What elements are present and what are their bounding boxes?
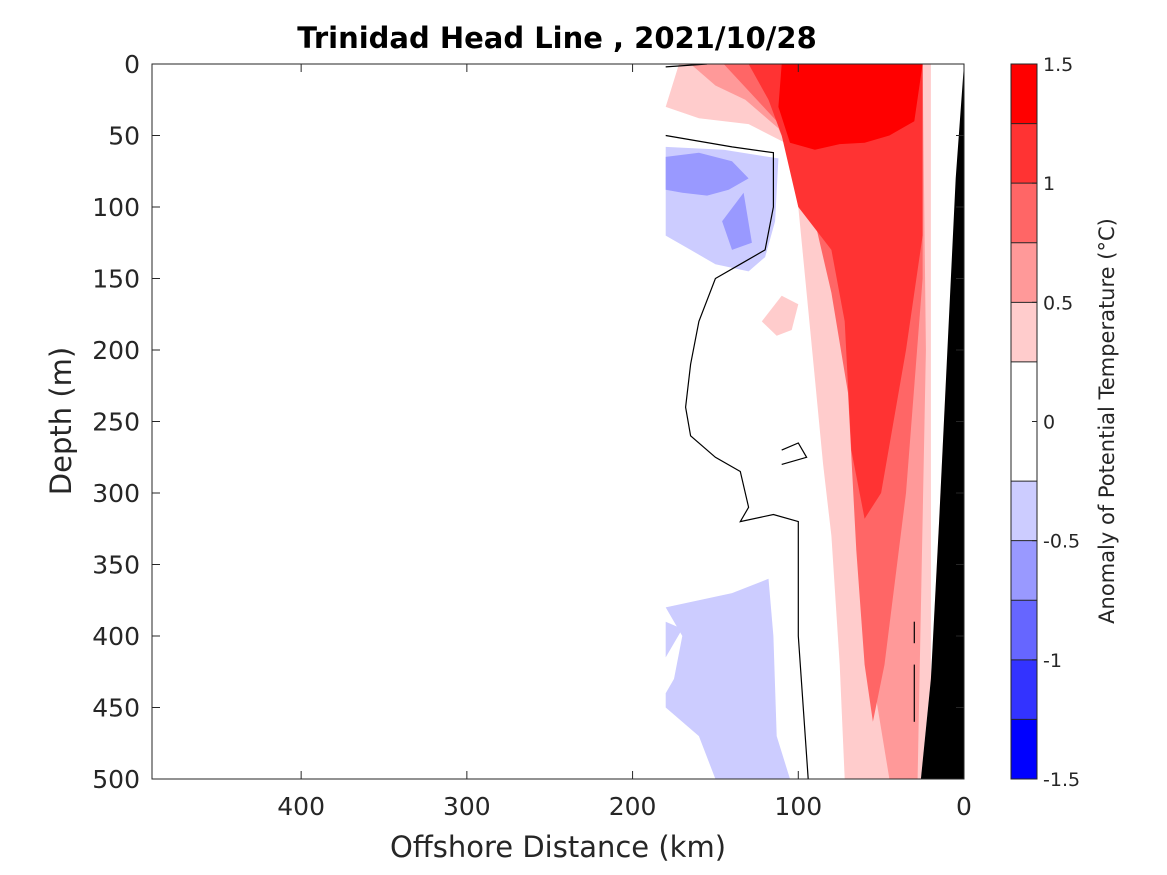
y-tick-label: 500 (92, 765, 140, 794)
colorbar-swatch (1011, 719, 1037, 779)
colorbar-swatch (1011, 242, 1037, 303)
x-tick-label: 0 (956, 792, 972, 821)
y-tick-label: 300 (92, 479, 140, 508)
y-axis-ticks: 0 50 100 150 200 250 300 350 400 450 500 (92, 50, 964, 794)
x-tick-label: 100 (774, 792, 822, 821)
y-tick-label: 100 (92, 193, 140, 222)
y-tick-label: 0 (124, 50, 140, 79)
x-tick-label: 300 (443, 792, 491, 821)
contour-region-warm-anomaly-1.0 (748, 64, 923, 519)
contour-fills (665, 64, 964, 779)
y-tick-label: 350 (92, 551, 140, 580)
colorbar-swatch (1011, 659, 1037, 720)
colorbar-swatch (1011, 123, 1037, 184)
y-axis-label: Depth (m) (44, 347, 78, 495)
colorbar-tick-label: -0.5 (1043, 531, 1080, 553)
y-tick-label: 50 (108, 122, 140, 151)
contour-region-cold-anomaly-upper-lobe (722, 192, 752, 250)
y-tick-label: 200 (92, 336, 140, 365)
colorbar-swatch (1011, 302, 1037, 362)
colorbar-tick-label: 1 (1043, 173, 1055, 195)
y-tick-label: 400 (92, 622, 140, 651)
y-tick-label: 250 (92, 408, 140, 437)
x-axis-ticks: 400 300 200 100 0 (277, 64, 972, 821)
colorbar-tick-label: 0.5 (1043, 292, 1073, 314)
x-tick-label: 400 (277, 792, 325, 821)
contour-region-cold-anomaly-lower (665, 578, 790, 779)
colorbar-tick-label: 1.5 (1043, 54, 1073, 76)
colorbar-swatch (1011, 600, 1037, 660)
colorbar-label: Anomaly of Potential Temperature (°C) (1095, 218, 1119, 624)
colorbar-tick-label: -1.5 (1043, 769, 1080, 791)
colorbar-tick-label: 0 (1043, 412, 1055, 434)
y-tick-label: 450 (92, 694, 140, 723)
colorbar-swatch (1011, 183, 1037, 243)
zero-contour-main (665, 134, 809, 779)
colorbar-swatch (1011, 64, 1037, 124)
colorbar: 1.5 1 0.5 0 -0.5 -1 -1.5 (1010, 54, 1080, 791)
colorbar-swatch (1011, 540, 1037, 601)
colorbar-tick-label: -1 (1043, 650, 1062, 672)
x-tick-label: 200 (609, 792, 657, 821)
colorbar-swatch (1011, 481, 1037, 541)
plot-frame (151, 63, 965, 780)
chart-title: Trinidad Head Line , 2021/10/28 (297, 21, 817, 55)
y-tick-label: 150 (92, 265, 140, 294)
zero-contour-loop (781, 442, 808, 465)
continental-shelf-bathymetry (920, 64, 964, 779)
x-axis-label: Offshore Distance (km) (390, 830, 726, 864)
contour-region-cold-anomaly-lower-edge (665, 621, 683, 658)
contour-region-cold-anomaly-upper-strong (665, 152, 749, 196)
nearshore-no-data (920, 64, 964, 779)
contour-region-warm-anomaly-1.25 (778, 64, 923, 150)
contour-region-warm-patch-isolated (761, 295, 799, 336)
